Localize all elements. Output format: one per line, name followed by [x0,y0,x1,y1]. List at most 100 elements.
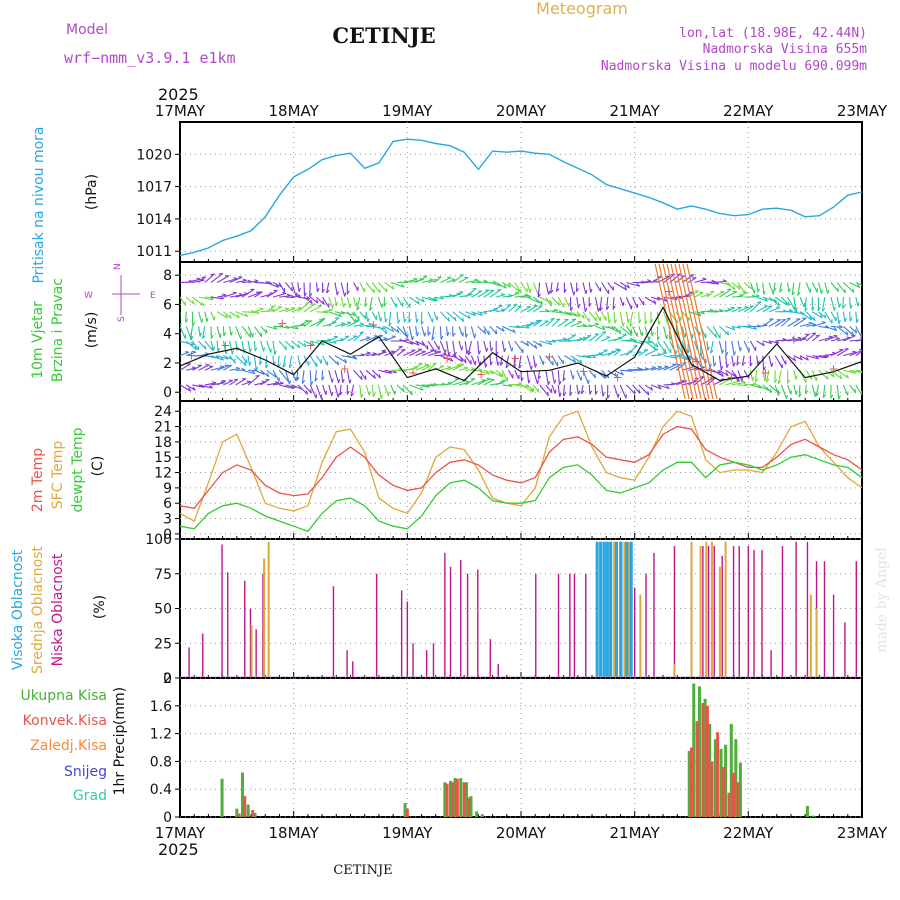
wind-arrow-head [756,301,762,304]
wind-arrow [198,276,206,283]
wind-arrow [526,370,530,384]
wind-arrow [719,369,729,377]
wind-arrow [508,370,514,379]
wind-arrow [247,326,254,338]
wind-arrow-head [520,377,524,382]
wind-arrow [545,384,553,393]
wind-gust-mark: + [476,368,486,382]
wind-arrow-head [284,307,290,310]
wind-arrow [533,296,543,305]
wind-arrow [613,311,616,324]
wind-arrow [774,384,780,396]
wind-gust-mark: + [340,362,350,376]
wind-arrow [768,296,780,307]
wind-arrow [501,370,508,382]
wind-unit: (m/s) [84,312,100,349]
wind-arrow [328,317,340,327]
wind-arrow-head [721,349,724,354]
wind-arrow [749,282,756,294]
wind-arrow [359,324,373,327]
wind-arrow [421,296,437,302]
wind-arrow [532,355,536,368]
wind-arrow-head [191,350,197,353]
wind-arrow [713,280,727,284]
wind-arrow [663,340,672,354]
wind-arrow [204,296,214,299]
wind-arrow [644,326,650,341]
wind-gust-mark: + [726,371,736,385]
wind-arrow [278,282,285,293]
wind-arrow [588,369,596,379]
wind-arrow [657,366,669,371]
wind-arrow-head [846,374,849,379]
wind-arrow [253,326,263,338]
wind-arrow-head [741,362,746,366]
wind-arrow-head [210,334,214,339]
wind-arrow [526,340,538,350]
wind-arrow-head [819,314,823,319]
wind-arrow [297,320,310,327]
wind-arrow-head [738,285,741,290]
wind-arrow [202,326,206,339]
wind-gust-mark: + [692,354,702,368]
wind-arrow-head [180,322,182,327]
compass-w: W [84,291,93,301]
wind-arrow-head [209,385,213,389]
wind-arrow [849,369,862,374]
wind-arrow-head [814,392,817,397]
wind-arrow [626,281,640,287]
wind-arrow [774,296,788,306]
precip-bar [403,803,407,817]
wind-arrow [821,297,826,312]
wind-arrow-head [360,393,364,398]
wind-arrow [737,282,746,295]
wind-arrow [545,355,554,366]
wind-arrow-head [339,391,343,396]
wind-arrow-head [218,272,223,275]
wind-arrow-head [731,326,736,331]
wind-arrow-head [590,288,593,293]
wind-arrow-head [773,298,778,303]
wind-arrow [483,369,494,375]
wind-arrow-head [849,317,853,322]
wind-gust-mark: + [544,350,554,364]
wind-arrow-head [548,290,551,295]
wind-arrow [192,364,202,371]
wind-arrow-head [446,331,450,336]
wind-arrow [254,291,263,298]
wind-arrow-head [478,350,481,355]
wind-arrow [489,289,502,298]
wind-arrow [712,355,715,367]
wind-arrow [793,355,803,361]
wind-arrow [253,355,257,371]
wind-arrow [706,369,722,374]
precip-bar [246,804,250,817]
wind-arrow [439,326,442,340]
wind-arrow [415,311,418,323]
wind-arrow [396,339,410,342]
wind-arrow-head [548,341,553,346]
wind-arrow-head [369,307,373,311]
wind-arrow [180,326,186,339]
wind-arrow-head [219,296,224,300]
wind-arrow-head [434,297,438,302]
wind-arrow [551,355,559,367]
wind-arrow-head [255,366,259,371]
wind-arrow [663,326,668,339]
wind-arrow-head [553,308,558,311]
wind-arrow [279,325,290,329]
wind-arrow-head [550,317,555,320]
wind-arrow-head [476,279,481,283]
front-streak [670,263,702,400]
wind-arrow-head [344,358,348,363]
wind-arrow [216,380,226,386]
wind-arrow [458,294,473,298]
wind-arrow [266,281,279,288]
precip-bar [480,814,484,817]
wind-arrow-head [688,316,691,321]
wind-arrow [815,384,820,397]
wind-arrow [518,355,522,369]
wind-arrow [446,340,450,356]
wind-arrow [341,311,355,316]
wind-arrow-head [383,302,387,307]
